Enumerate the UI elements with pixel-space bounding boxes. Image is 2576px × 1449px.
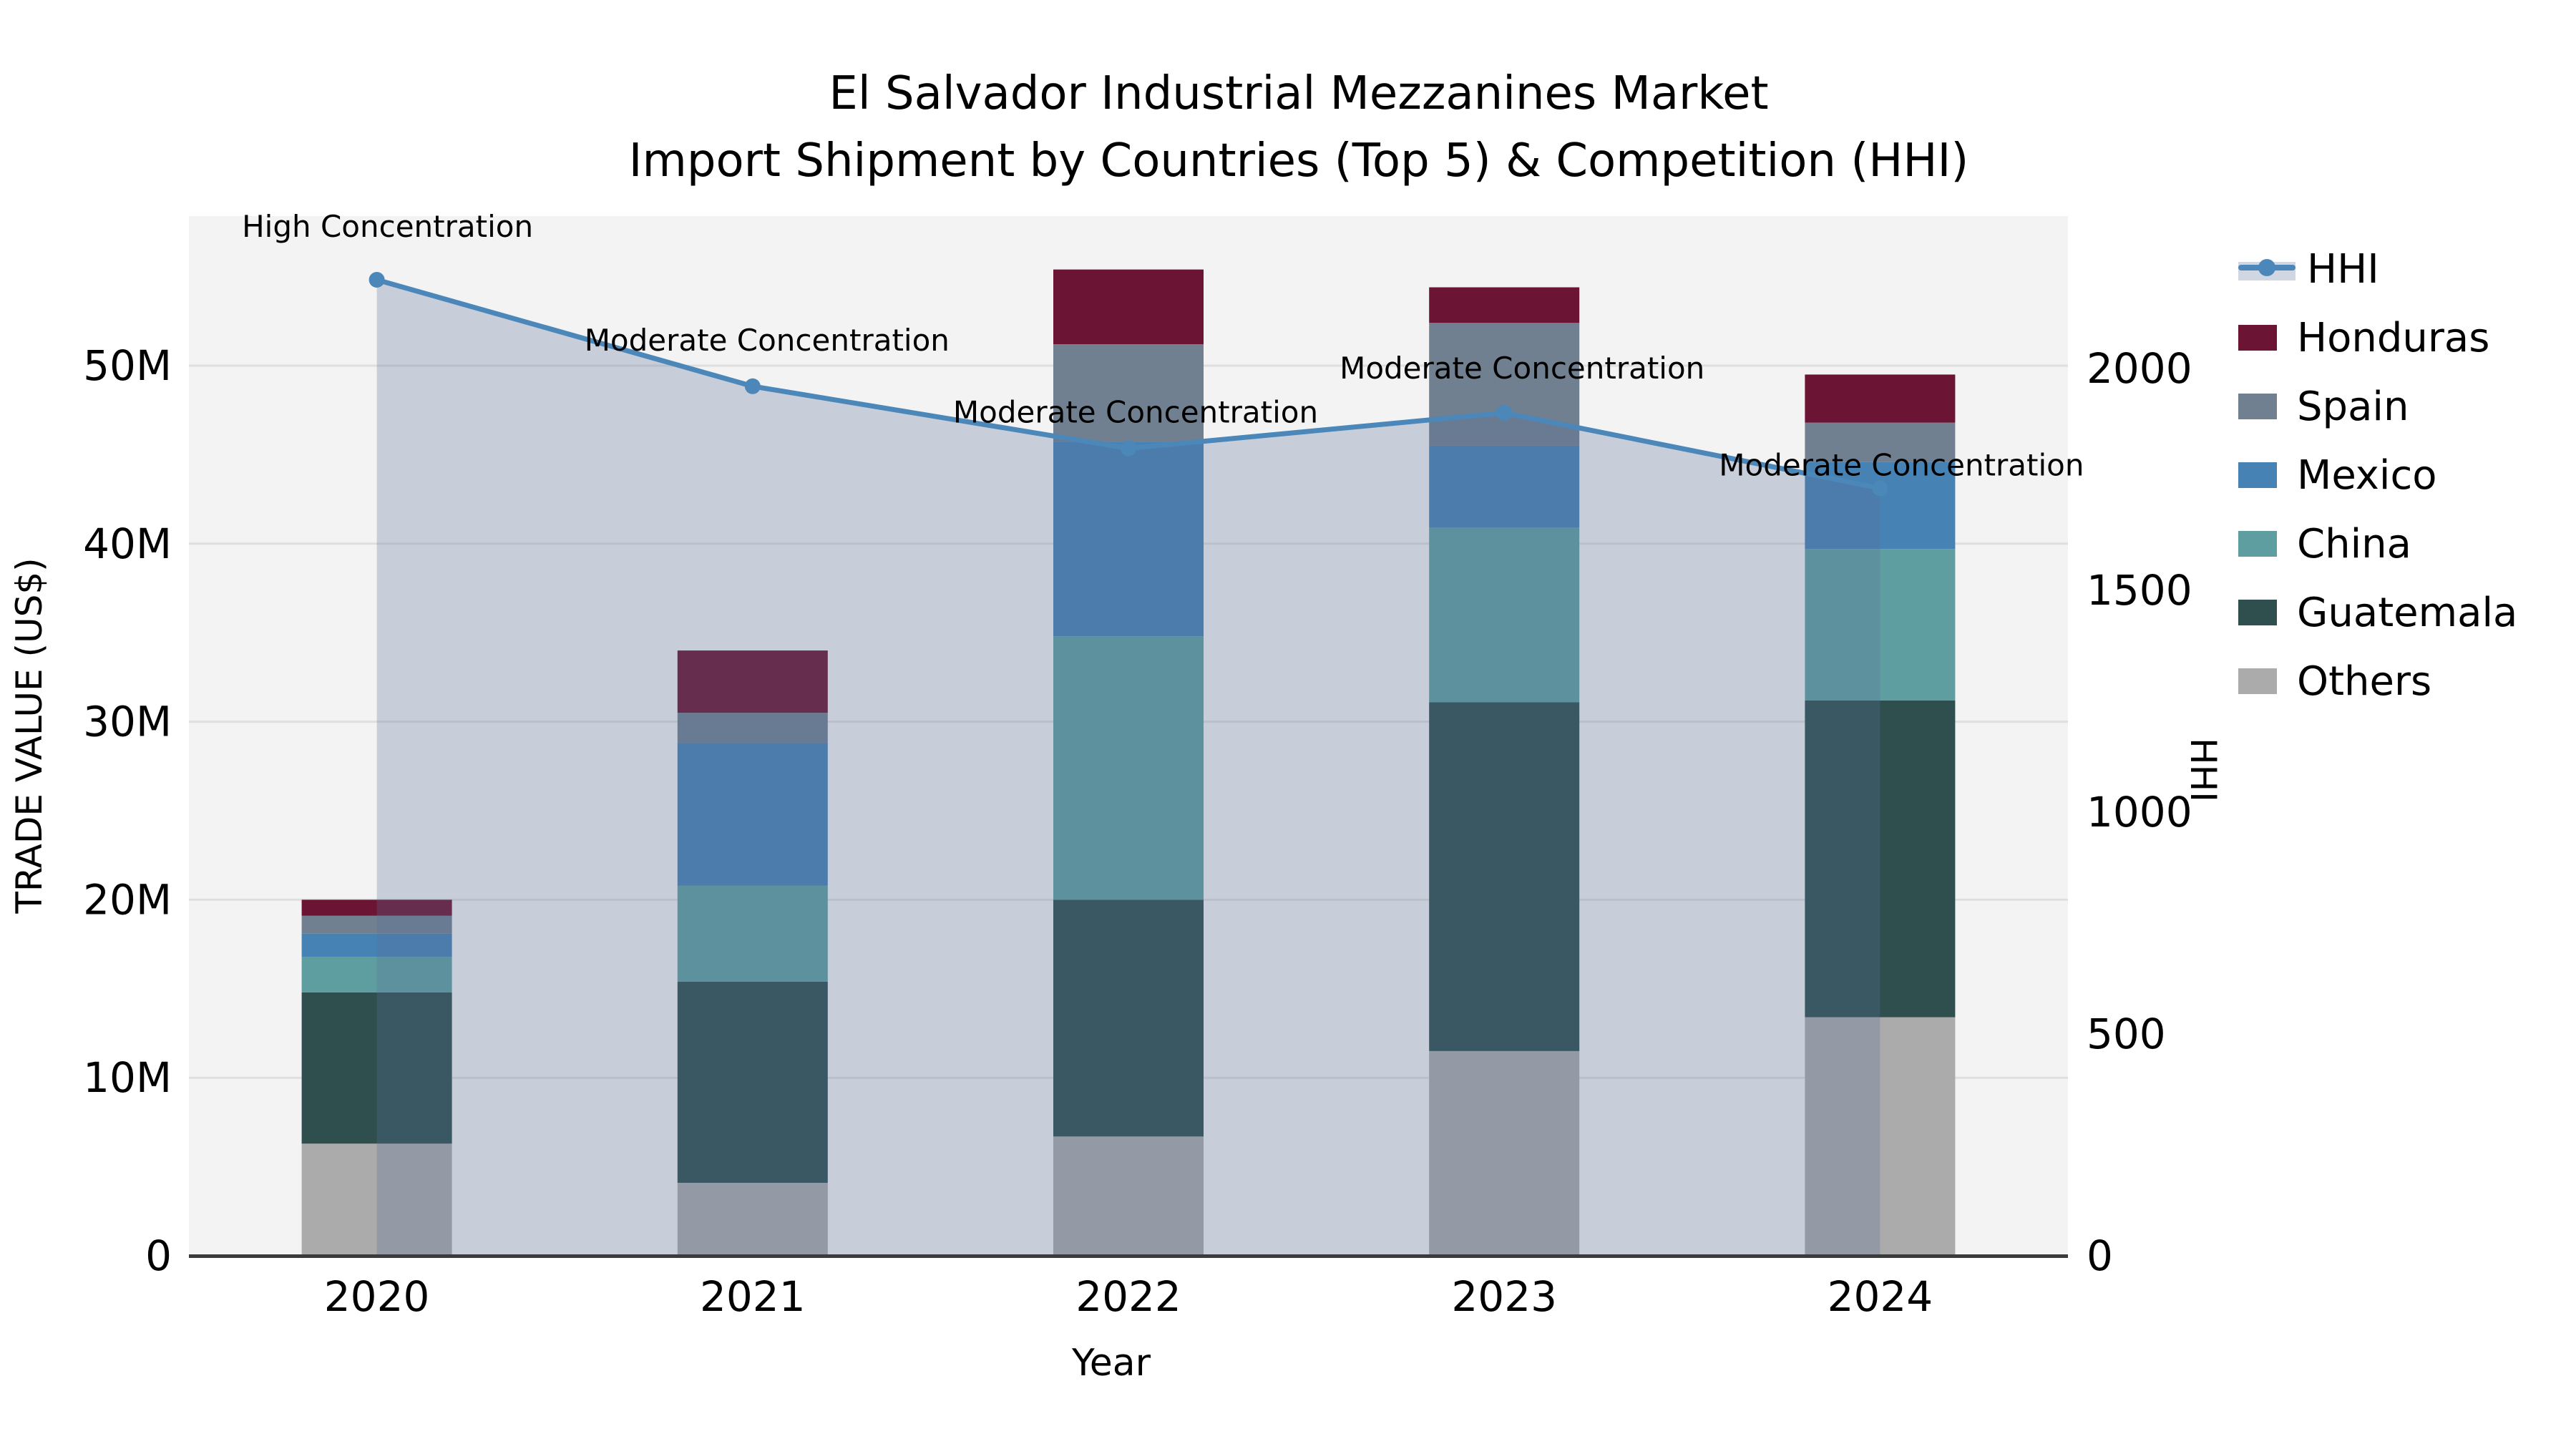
bar-segment-2023-honduras[interactable] — [1429, 287, 1580, 323]
y-left-tick-30M: 30M — [83, 698, 172, 746]
legend-swatch-guatemala — [2238, 600, 2277, 625]
y-axis-right-title: HHI — [2182, 738, 2224, 802]
annotations: High Concentration Moderate Concentration… — [242, 209, 2084, 482]
hhi-marker-2021[interactable] — [744, 378, 761, 394]
y-axis-left-ticks: 0 10M 20M 30M 40M 50M — [83, 341, 172, 1280]
bar-segment-2022-china[interactable] — [1053, 636, 1204, 900]
legend-item-hhi[interactable]: HHI — [2238, 235, 2517, 303]
legend-swatch-spain — [2238, 394, 2277, 419]
y-left-tick-10M: 10M — [83, 1053, 172, 1102]
chart-title-line1: El Salvador Industrial Mezzanines Market — [829, 67, 1768, 120]
bar-segment-2024-spain[interactable] — [1805, 422, 1956, 462]
bar-segment-2024-honduras[interactable] — [1805, 374, 1956, 423]
bar-segment-2021-spain[interactable] — [677, 713, 828, 743]
x-tick-2023: 2023 — [1451, 1272, 1557, 1321]
bar-segment-2021-guatemala[interactable] — [677, 981, 828, 1183]
annotation-2021: Moderate Concentration — [585, 323, 950, 358]
legend-label-guatemala: Guatemala — [2297, 589, 2518, 636]
hhi-area-polygon — [376, 280, 1880, 1256]
legend-item-honduras[interactable]: Honduras — [2238, 303, 2517, 372]
y-right-tick-0: 0 — [2087, 1231, 2113, 1280]
y-left-tick-0: 0 — [145, 1231, 172, 1280]
y-left-tick-40M: 40M — [83, 519, 172, 568]
y-left-tick-50M: 50M — [83, 341, 172, 390]
x-axis-title: Year — [1071, 1342, 1151, 1385]
y-right-tick-500: 500 — [2087, 1010, 2166, 1058]
legend: HHI Honduras Spain Mexico China Guatemala Othe… — [2238, 235, 2517, 716]
y-right-tick-1000: 1000 — [2087, 788, 2192, 836]
legend-item-china[interactable]: China — [2238, 509, 2517, 578]
x-axis-ticks: 2020 2021 2022 2023 2024 — [324, 1272, 1933, 1321]
bar-segment-2020-guatemala[interactable] — [301, 992, 452, 1144]
legend-swatch-mexico — [2238, 462, 2277, 488]
stacked-bars — [301, 269, 1956, 1256]
bar-segment-2020-honduras[interactable] — [301, 899, 452, 916]
hhi-marker-2023[interactable] — [1496, 405, 1513, 421]
annotation-2020: High Concentration — [242, 209, 533, 244]
bar-segment-2022-spain[interactable] — [1053, 344, 1204, 442]
hhi-marker-2020[interactable] — [369, 272, 385, 288]
legend-swatch-honduras — [2238, 325, 2277, 351]
legend-swatch-china — [2238, 531, 2277, 557]
bar-segment-2023-mexico[interactable] — [1429, 445, 1580, 528]
bar-segment-2024-others[interactable] — [1805, 1017, 1956, 1256]
legend-item-guatemala[interactable]: Guatemala — [2238, 578, 2517, 647]
legend-item-others[interactable]: Others — [2238, 647, 2517, 716]
hhi-marker-2024[interactable] — [1872, 480, 1888, 497]
hhi-line-swatch-icon — [2238, 255, 2296, 283]
bar-segment-2020-china[interactable] — [301, 957, 452, 992]
legend-label-honduras: Honduras — [2297, 314, 2490, 361]
hhi-area-fill — [376, 280, 1880, 1256]
legend-label-china: China — [2297, 520, 2411, 567]
bar-segment-2022-others[interactable] — [1053, 1136, 1204, 1256]
bar-segment-2021-mexico[interactable] — [677, 743, 828, 886]
bar-segment-2020-others[interactable] — [301, 1143, 452, 1256]
annotation-2022: Moderate Concentration — [953, 395, 1318, 430]
bar-segment-2024-guatemala[interactable] — [1805, 700, 1956, 1018]
x-tick-2020: 2020 — [324, 1272, 430, 1321]
y-axis-left-title: TRADE VALUE (US$) — [9, 557, 50, 914]
x-tick-2021: 2021 — [700, 1272, 806, 1321]
bar-segment-2020-spain[interactable] — [301, 915, 452, 934]
bar-segment-2022-honduras[interactable] — [1053, 269, 1204, 345]
y-right-tick-1500: 1500 — [2087, 566, 2192, 615]
bar-segment-2021-others[interactable] — [677, 1182, 828, 1256]
y-right-tick-2000: 2000 — [2087, 344, 2192, 393]
bar-segment-2021-honduras[interactable] — [677, 650, 828, 713]
bar-segment-2021-china[interactable] — [677, 885, 828, 982]
annotation-2024: Moderate Concentration — [1719, 447, 2084, 482]
bar-segment-2022-mexico[interactable] — [1053, 441, 1204, 637]
annotation-2023: Moderate Concentration — [1340, 351, 1704, 386]
legend-label-mexico: Mexico — [2297, 452, 2437, 499]
legend-label-hhi: HHI — [2307, 245, 2379, 293]
legend-item-spain[interactable]: Spain — [2238, 372, 2517, 441]
bar-segment-2022-guatemala[interactable] — [1053, 899, 1204, 1137]
legend-swatch-others — [2238, 668, 2277, 694]
bar-segment-2020-mexico[interactable] — [301, 933, 452, 957]
bar-segment-2024-china[interactable] — [1805, 549, 1956, 701]
chart-title-line2: Import Shipment by Countries (Top 5) & C… — [629, 135, 1969, 187]
y-left-tick-20M: 20M — [83, 875, 172, 924]
legend-label-spain: Spain — [2297, 383, 2409, 430]
hhi-line — [369, 272, 1888, 497]
x-axis-line — [189, 1254, 2068, 1258]
bar-segment-2023-china[interactable] — [1429, 527, 1580, 703]
legend-label-others: Others — [2297, 658, 2432, 705]
bar-segment-2023-guatemala[interactable] — [1429, 702, 1580, 1051]
y-axis-right-ticks: 0 500 1000 1500 2000 — [2087, 344, 2192, 1280]
x-tick-2022: 2022 — [1075, 1272, 1181, 1321]
x-tick-2024: 2024 — [1828, 1272, 1933, 1321]
hhi-marker-2022[interactable] — [1121, 440, 1136, 457]
legend-item-mexico[interactable]: Mexico — [2238, 441, 2517, 509]
bar-segment-2023-others[interactable] — [1429, 1050, 1580, 1256]
